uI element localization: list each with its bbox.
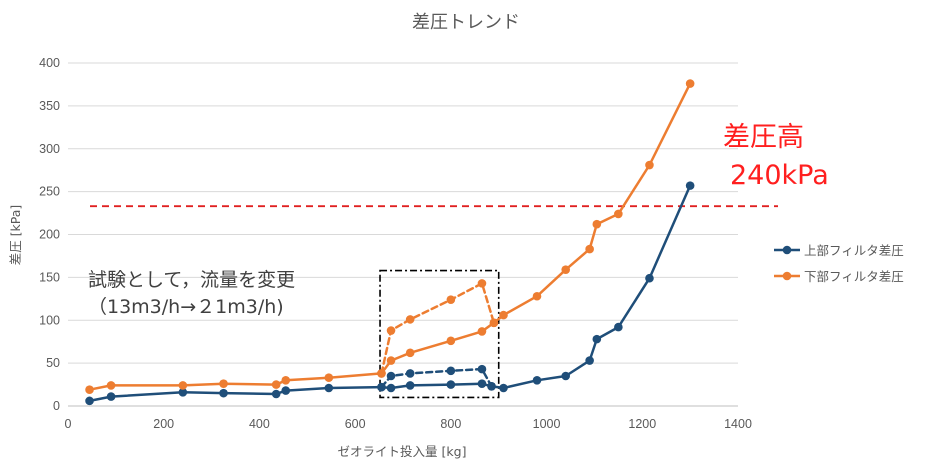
y-tick-label: 250	[39, 185, 60, 199]
x-tick-label: 600	[345, 417, 366, 431]
limit-annotation-line2: 240kPa	[730, 160, 829, 191]
x-tick-label: 400	[249, 417, 270, 431]
limit-annotation-line1: 差圧高	[723, 122, 804, 153]
data-point	[281, 375, 291, 385]
x-tick-label: 1400	[724, 417, 752, 431]
y-axis-ticks: 0 50 100 150 200 250 300 350 400	[39, 56, 60, 413]
data-point	[477, 379, 487, 389]
highlight-box	[379, 269, 500, 399]
data-point	[592, 219, 602, 229]
series-layer	[85, 79, 695, 406]
data-point	[85, 396, 94, 406]
data-point	[532, 291, 542, 301]
x-axis-label: ゼオライト投入量 [kg]	[338, 444, 467, 459]
data-point	[281, 386, 291, 395]
data-point	[499, 383, 508, 393]
data-point	[219, 379, 228, 389]
x-axis-ticks: 0 200 400 600 800 1000 1200 1400	[65, 417, 752, 431]
x-tick-label: 200	[153, 417, 174, 431]
x-tick-label: 0	[65, 417, 72, 431]
data-point	[645, 273, 654, 283]
data-point	[477, 327, 487, 336]
legend-label: 上部フィルタ差圧	[804, 243, 904, 258]
data-point	[377, 369, 386, 378]
data-point	[477, 279, 487, 288]
data-point	[106, 392, 116, 401]
data-point	[405, 348, 415, 358]
data-point	[219, 388, 228, 398]
highlight-region	[379, 269, 500, 399]
x-tick-label: 1200	[628, 417, 656, 431]
data-point	[645, 160, 654, 170]
y-tick-label: 50	[46, 356, 60, 370]
data-point	[106, 381, 116, 390]
chart-title: 差圧トレンド	[412, 12, 520, 33]
data-point	[446, 336, 456, 346]
data-point	[386, 371, 396, 381]
data-point	[446, 366, 456, 376]
series-line-1	[88, 82, 692, 391]
data-point	[271, 389, 281, 399]
legend-swatch-marker	[782, 245, 792, 255]
data-point	[685, 79, 695, 88]
test-annotation-line2: （13m3/h→２1m3/h)	[88, 296, 284, 318]
data-point	[324, 373, 334, 383]
data-point	[585, 356, 594, 365]
y-axis-label: 差圧 [kPa]	[8, 205, 23, 266]
data-point	[405, 369, 415, 378]
y-tick-label: 400	[39, 56, 60, 70]
y-tick-label: 150	[39, 270, 60, 284]
data-point	[585, 244, 594, 254]
grid-lines	[68, 62, 738, 407]
y-tick-label: 0	[53, 399, 60, 413]
series-line-0	[88, 184, 692, 403]
data-point	[489, 318, 499, 328]
data-point	[405, 381, 415, 390]
data-point	[324, 383, 334, 393]
legend-label: 下部フィルタ差圧	[804, 269, 904, 284]
data-point	[614, 209, 623, 219]
data-point	[487, 381, 496, 391]
data-point	[477, 364, 487, 374]
y-tick-label: 300	[39, 142, 60, 156]
data-point	[446, 380, 456, 389]
x-tick-label: 1000	[533, 417, 561, 431]
data-point	[685, 181, 695, 190]
data-point	[561, 265, 571, 274]
legend-swatch-marker	[782, 271, 792, 281]
data-point	[532, 375, 542, 385]
series-line-3	[380, 282, 496, 375]
y-tick-label: 200	[39, 228, 60, 242]
data-point	[614, 322, 623, 332]
data-point	[405, 315, 415, 324]
y-tick-label: 100	[39, 313, 60, 327]
data-point	[446, 295, 456, 304]
data-point	[386, 356, 396, 365]
data-point	[499, 310, 508, 320]
y-tick-label: 350	[39, 99, 60, 113]
data-point	[561, 371, 571, 381]
data-point	[377, 382, 386, 392]
data-point	[386, 383, 396, 393]
data-point	[271, 380, 281, 389]
test-annotation-line1: 試験として，流量を変更	[88, 269, 295, 291]
data-point	[85, 385, 94, 395]
data-point	[592, 334, 602, 344]
data-point	[178, 381, 188, 390]
data-point	[386, 326, 396, 335]
data-point	[178, 387, 188, 397]
x-tick-label: 800	[440, 417, 461, 431]
